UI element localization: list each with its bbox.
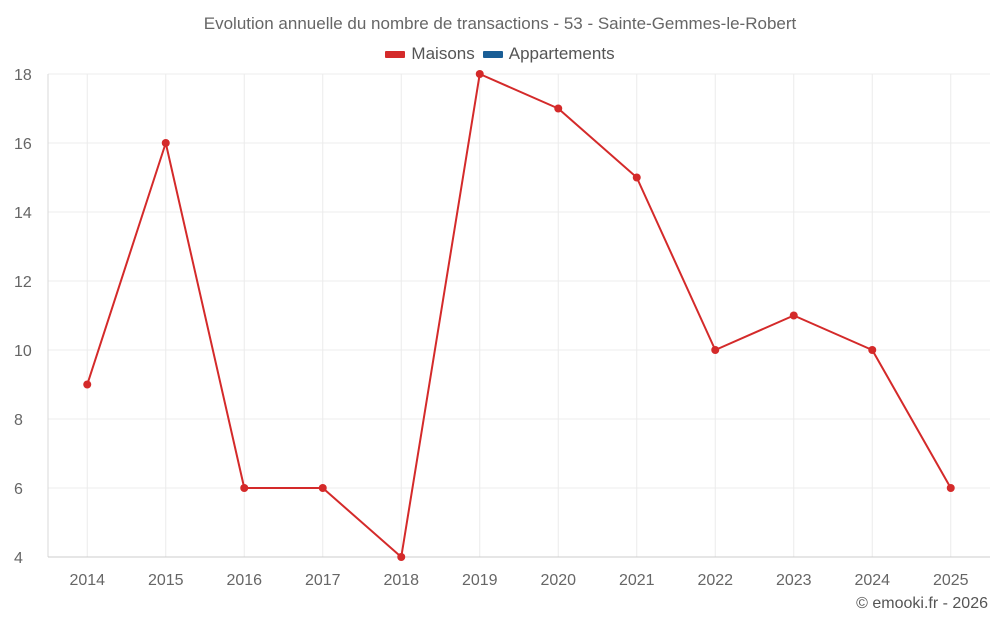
x-tick-label-2025: 2025 <box>933 572 969 589</box>
x-tick-label-2021: 2021 <box>619 572 655 589</box>
y-tick-label-10: 10 <box>14 343 32 360</box>
data-point-2020 <box>554 104 563 113</box>
x-tick-label-2023: 2023 <box>776 572 812 589</box>
x-tick-label-2022: 2022 <box>697 572 733 589</box>
y-tick-label-16: 16 <box>14 136 32 153</box>
data-point-2018 <box>397 553 406 561</box>
series-line-maisons <box>86 73 952 558</box>
series-maisons <box>83 70 955 561</box>
legend-label-appartements: Appartements <box>508 44 615 63</box>
x-tick-label-2020: 2020 <box>540 572 576 589</box>
chart-legend: Maisons Appartements <box>0 44 1000 64</box>
data-point-2024 <box>868 346 877 354</box>
grid-lines <box>48 73 990 557</box>
y-tick-label-18: 18 <box>14 67 32 84</box>
data-point-2022 <box>711 346 720 354</box>
y-tick-label-8: 8 <box>14 412 23 429</box>
y-tick-label-4: 4 <box>14 550 23 567</box>
data-point-2016 <box>240 484 249 492</box>
copyright-text: © emooki.fr - 2026 <box>856 595 988 612</box>
x-tick-label-2016: 2016 <box>226 572 262 589</box>
x-tick-label-2019: 2019 <box>462 572 498 589</box>
data-point-2017 <box>318 484 327 492</box>
axes <box>47 74 990 558</box>
legend-label-maisons: Maisons <box>411 44 475 63</box>
x-tick-label-2024: 2024 <box>854 572 890 589</box>
x-tick-label-2014: 2014 <box>69 572 105 589</box>
y-tick-label-12: 12 <box>14 274 32 291</box>
data-point-2014 <box>83 380 92 389</box>
legend-swatch-appartements <box>482 50 503 58</box>
data-point-2019 <box>475 70 484 78</box>
y-tick-label-6: 6 <box>14 481 23 498</box>
y-tick-label-14: 14 <box>14 205 32 222</box>
x-tick-label-2017: 2017 <box>305 572 341 589</box>
tick-labels: 4 6 8 10 12 14 16 18 2014 2015 2016 2017 2018 2019 202… <box>14 67 969 589</box>
chart-title: Evolution annuelle du nombre de transact… <box>203 14 797 33</box>
data-point-2023 <box>789 311 798 320</box>
x-tick-label-2018: 2018 <box>383 572 419 589</box>
data-point-2025 <box>946 484 955 492</box>
x-tick-label-2015: 2015 <box>148 572 184 589</box>
legend-item-maisons[interactable]: Maisons <box>385 44 475 64</box>
data-point-2015 <box>161 139 170 147</box>
data-point-2021 <box>632 173 641 182</box>
legend-item-appartements[interactable]: Appartements <box>482 44 615 64</box>
legend-swatch-maisons <box>385 50 406 58</box>
